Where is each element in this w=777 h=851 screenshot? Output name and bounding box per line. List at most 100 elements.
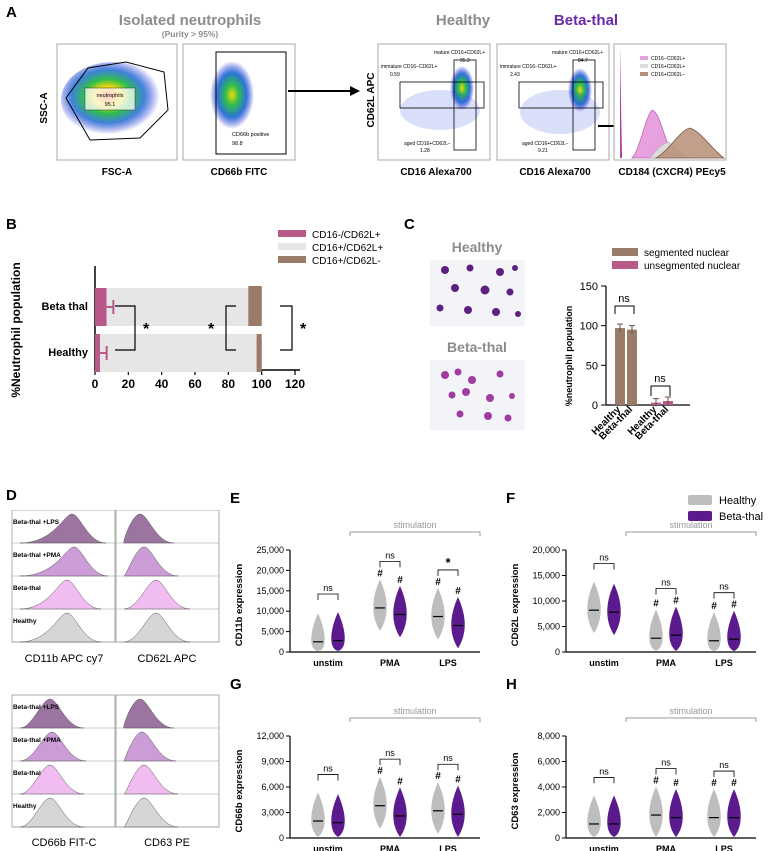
row-label: Beta-thal +LPS bbox=[13, 704, 60, 711]
significance-star: * bbox=[300, 321, 307, 338]
gate-rect bbox=[518, 81, 604, 109]
y-tick-label: 0 bbox=[279, 647, 284, 657]
panel-a-purity: (Purity > 95%) bbox=[162, 29, 219, 39]
row-label: Beta-thal +LPS bbox=[13, 519, 60, 526]
violin-betathal-PMA bbox=[393, 787, 407, 837]
y-tick-label: 6,000 bbox=[261, 782, 284, 792]
panel-letter-f: F bbox=[506, 490, 516, 507]
hash-mark: # bbox=[673, 596, 679, 607]
panel-letter-e: E bbox=[230, 490, 241, 507]
violin-healthy-unstim bbox=[311, 613, 325, 651]
hash-mark: # bbox=[377, 568, 383, 579]
row-label: Healthy bbox=[13, 803, 37, 810]
hash-mark: # bbox=[731, 778, 737, 789]
row-label: Beta-thal +PMA bbox=[13, 552, 61, 559]
hash-mark: # bbox=[731, 600, 737, 611]
hash-mark: # bbox=[653, 775, 659, 786]
scatter-density bbox=[210, 61, 254, 129]
xlabel-cd16-betathal: CD16 Alexa700 bbox=[519, 167, 591, 178]
x-category-label: unstim bbox=[589, 658, 619, 668]
violin-betathal-unstim bbox=[607, 583, 621, 636]
ns-label: ns bbox=[599, 766, 609, 776]
bar-overlay bbox=[256, 338, 262, 368]
gate-value: 95.1 bbox=[105, 102, 116, 108]
ns-label: ns bbox=[661, 578, 671, 588]
y-tick-label: 0 bbox=[555, 833, 560, 843]
betathal-label: Beta-thal bbox=[447, 339, 507, 355]
gate-rect bbox=[399, 81, 485, 109]
category-label: Healthy bbox=[48, 347, 89, 359]
legend-label: segmented nuclear bbox=[644, 248, 730, 259]
x-category-label: PMA bbox=[656, 844, 677, 851]
mature-label: mature CD16+CD62L+ bbox=[552, 50, 603, 56]
histogram-curve bbox=[19, 731, 87, 762]
y-tick-label: 3,000 bbox=[261, 808, 284, 818]
ns-label: ns bbox=[323, 763, 333, 773]
scatter-plot-healthy-cd16 bbox=[377, 43, 491, 161]
violin-panels: Healthy Beta-thal CD11b expression 0 5,000… bbox=[234, 495, 763, 851]
immature-value: 0.59 bbox=[390, 72, 400, 78]
x-category-label: unstim bbox=[313, 844, 343, 851]
panel-letter-d: D bbox=[6, 487, 17, 504]
x-category-label: PMA bbox=[380, 658, 401, 668]
healthy-label: Healthy bbox=[452, 239, 503, 255]
hash-mark: # bbox=[397, 575, 403, 586]
significance-star: * bbox=[208, 321, 215, 338]
y-tick-label: 6,000 bbox=[537, 757, 560, 767]
axis-label-cd62l: CD62L APC bbox=[138, 653, 197, 665]
violin-chart-H: CD63 expression 0 2,000 4,000 6,000 8,000 stim… bbox=[510, 706, 757, 851]
x-tick-label: 80 bbox=[222, 377, 236, 391]
gate-polygon bbox=[65, 61, 169, 141]
hash-mark: # bbox=[711, 778, 717, 789]
violin-healthy-unstim bbox=[587, 581, 601, 634]
panel-a-figure: Isolated neutrophils (Purity > 95%) Heal… bbox=[39, 12, 727, 178]
y-tick-label: 8,000 bbox=[537, 731, 560, 741]
violin-betathal-PMA bbox=[393, 585, 407, 638]
ns-label: ns bbox=[661, 757, 671, 767]
x-tick-label: 20 bbox=[122, 377, 136, 391]
legend-healthy: Healthy bbox=[719, 495, 757, 507]
gate-label: CD66b positive bbox=[232, 132, 269, 138]
mature-value: 84.7 bbox=[578, 58, 588, 64]
panel-a-healthy-title: Healthy bbox=[436, 12, 491, 29]
violin-betathal-LPS bbox=[451, 785, 465, 837]
y-tick-label: 5,000 bbox=[537, 622, 560, 632]
y-tick-label: 0 bbox=[279, 833, 284, 843]
ns-label: ns bbox=[443, 753, 453, 763]
panel-letter-g: G bbox=[230, 676, 242, 693]
hash-mark: # bbox=[435, 771, 441, 782]
x-category-label: PMA bbox=[380, 844, 401, 851]
legend-label: unsegmented nuclear bbox=[644, 261, 741, 272]
gate-rect bbox=[572, 59, 596, 151]
histogram-curve bbox=[19, 797, 85, 828]
histogram-curve bbox=[123, 612, 191, 643]
ylabel: CD62L expression bbox=[510, 563, 521, 646]
stimulation-label: stimulation bbox=[393, 520, 436, 530]
violin-healthy-PMA bbox=[373, 579, 387, 631]
violin-chart-G: CD66b expression 0 3,000 6,000 9,000 12,000 st… bbox=[234, 706, 481, 851]
hash-mark: # bbox=[711, 601, 717, 612]
legend-label: CD16+CD62L+ bbox=[651, 64, 685, 70]
gate-label: neutrophils bbox=[97, 93, 124, 99]
category-label: Beta thal bbox=[42, 301, 88, 313]
histogram-curve bbox=[19, 546, 109, 577]
histogram-curve bbox=[123, 764, 179, 795]
y-tick-label: 100 bbox=[580, 321, 598, 333]
y-tick-label: 25,000 bbox=[256, 545, 284, 555]
panel-d-figure: Beta-thal +LPS Beta-thal +PMA Beta-thal Hea… bbox=[11, 510, 220, 849]
x-tick-label: 100 bbox=[252, 377, 272, 391]
ylabel-ssc: SSC-A bbox=[39, 92, 50, 123]
violin-healthy-unstim bbox=[587, 795, 601, 837]
violin-healthy-LPS bbox=[707, 789, 721, 837]
legend-label: CD16−CD62L+ bbox=[651, 56, 685, 62]
axis-label-cd63: CD63 PE bbox=[144, 837, 190, 849]
ns-label: ns bbox=[323, 583, 333, 593]
violin-healthy-LPS bbox=[431, 782, 445, 834]
row-label: Beta-thal bbox=[13, 770, 41, 777]
histogram-curve bbox=[123, 513, 175, 544]
histogram-cxcr4 bbox=[613, 43, 727, 161]
ns-label: ns bbox=[385, 748, 395, 758]
legend-betathal: Beta-thal bbox=[719, 511, 763, 523]
axis-label-cd11b: CD11b APC cy7 bbox=[25, 653, 104, 665]
immature-label: immature CD16−CD62L+ bbox=[381, 64, 437, 70]
